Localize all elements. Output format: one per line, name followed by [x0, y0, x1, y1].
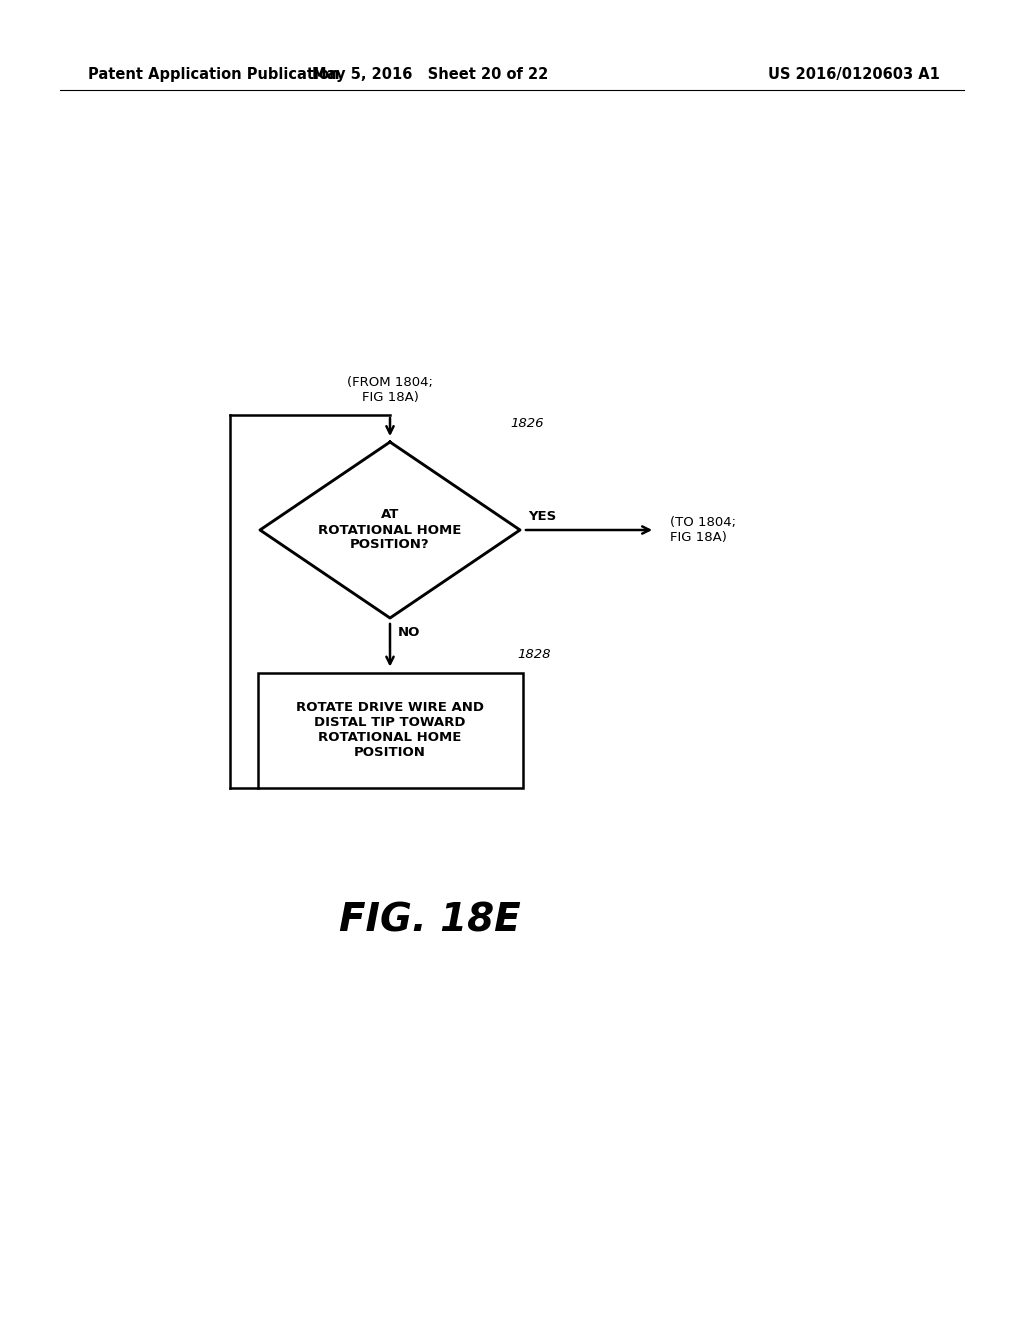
Text: (TO 1804;
FIG 18A): (TO 1804; FIG 18A)	[670, 516, 736, 544]
FancyBboxPatch shape	[257, 672, 522, 788]
Text: US 2016/0120603 A1: US 2016/0120603 A1	[768, 67, 940, 82]
Polygon shape	[260, 442, 520, 618]
Text: YES: YES	[528, 510, 556, 523]
Text: (FROM 1804;
FIG 18A): (FROM 1804; FIG 18A)	[347, 376, 433, 404]
Text: 1826: 1826	[510, 417, 544, 430]
Text: Patent Application Publication: Patent Application Publication	[88, 67, 340, 82]
Text: ROTATE DRIVE WIRE AND
DISTAL TIP TOWARD
ROTATIONAL HOME
POSITION: ROTATE DRIVE WIRE AND DISTAL TIP TOWARD …	[296, 701, 484, 759]
Text: 1828: 1828	[517, 648, 551, 660]
Text: AT
ROTATIONAL HOME
POSITION?: AT ROTATIONAL HOME POSITION?	[318, 508, 462, 552]
Text: NO: NO	[398, 626, 421, 639]
Text: May 5, 2016   Sheet 20 of 22: May 5, 2016 Sheet 20 of 22	[312, 67, 548, 82]
Text: FIG. 18E: FIG. 18E	[339, 902, 521, 939]
